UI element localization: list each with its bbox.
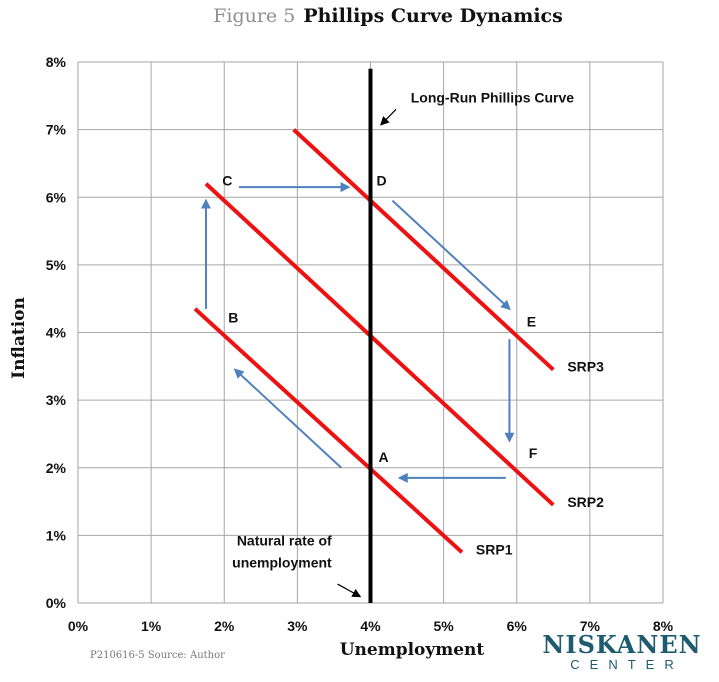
point-label-f: F	[529, 445, 538, 461]
natural-rate-label: Natural rate of	[237, 533, 332, 549]
y-tick-label: 6%	[46, 189, 67, 205]
point-label-e: E	[527, 314, 536, 330]
point-labels: A B C D E F	[222, 172, 538, 465]
y-tick-label: 3%	[46, 392, 67, 408]
x-tick-label: 7%	[580, 618, 601, 634]
natural-rate-pointer-arrow	[337, 583, 362, 598]
chart-title-text: Phillips Curve Dynamics	[303, 5, 563, 27]
y-tick-label: 5%	[46, 257, 67, 273]
chart-title: Figure 5 Phillips Curve Dynamics	[213, 5, 563, 27]
point-label-c: C	[222, 172, 232, 188]
series-lines: SRP1 SRP2 SRP3	[193, 128, 604, 557]
niskanen-logo: NISKANEN CENTER	[542, 630, 701, 672]
series-line-srp3	[292, 128, 555, 372]
x-tick-label: 4%	[360, 618, 381, 634]
series-line-srp2	[204, 182, 555, 507]
y-axis-title: Inflation	[9, 297, 29, 379]
lrpc-pointer-arrow	[380, 108, 397, 126]
x-tick-label: 5%	[434, 618, 455, 634]
x-tick-label: 1%	[141, 618, 162, 634]
x-axis-title: Unemployment	[340, 640, 485, 660]
movement-arrow	[233, 368, 342, 469]
movement-arrow	[391, 199, 511, 311]
y-tick-label: 1%	[46, 527, 67, 543]
axis-ticks: 0% 1% 2% 3% 4% 5% 6% 7% 8% 0% 1% 2% 3% 4% 5% 6% 7% 8%	[46, 54, 674, 634]
natural-rate-label: unemployment	[232, 555, 332, 571]
series-line-srp1	[193, 307, 464, 554]
movement-arrows	[200, 182, 515, 483]
logo-sub: CENTER	[570, 657, 683, 672]
point-label-d: D	[377, 172, 387, 188]
y-tick-label: 7%	[46, 122, 67, 138]
point-label-a: A	[379, 449, 389, 465]
y-tick-label: 2%	[46, 460, 67, 476]
x-tick-label: 3%	[287, 618, 308, 634]
x-tick-label: 2%	[214, 618, 235, 634]
figure-number: Figure 5	[213, 5, 295, 27]
footer-source: P210616-5 Source: Author	[90, 650, 225, 661]
y-tick-label: 8%	[46, 54, 67, 70]
series-label-srp1: SRP1	[476, 541, 513, 557]
x-tick-label: 6%	[507, 618, 528, 634]
y-tick-label: 4%	[46, 325, 67, 341]
series-label-srp3: SRP3	[567, 359, 604, 375]
point-label-b: B	[228, 310, 238, 326]
logo-name: NISKANEN	[542, 630, 701, 659]
annotations: Long-Run Phillips Curve Natural rate of un…	[232, 90, 575, 598]
lrpc-label: Long-Run Phillips Curve	[411, 90, 575, 106]
x-tick-label: 8%	[653, 618, 674, 634]
series-label-srp2: SRP2	[567, 494, 604, 510]
x-tick-label: 0%	[68, 618, 89, 634]
y-tick-label: 0%	[46, 595, 67, 611]
